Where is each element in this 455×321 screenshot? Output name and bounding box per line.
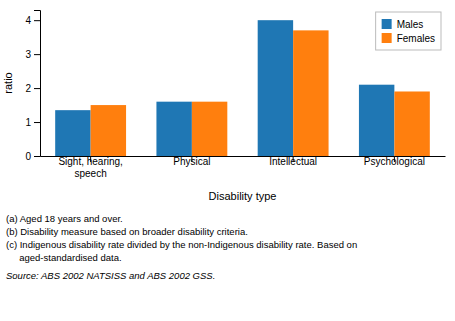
bar [359,85,394,156]
footnote: (b) Disability measure based on broader … [6,226,248,237]
x-tick: Sight, hearing,speech [58,156,123,179]
bars [55,20,430,156]
y-tick-mark [34,54,40,55]
bar [91,105,126,156]
y-tick: 1 [25,117,40,128]
y-tick-mark [34,88,40,89]
bar [55,110,90,156]
bar [293,30,328,156]
y-tick-label: 2 [25,83,31,94]
y-tick-label: 1 [25,117,31,128]
y-tick-mark [34,20,40,21]
legend-swatch [382,19,392,29]
y-tick: 0 [25,151,40,162]
x-tick: Physical [173,156,210,167]
footnote: (c) Indigenous disability rate divided b… [6,239,357,250]
y-tick: 2 [25,83,40,94]
bar [258,20,293,156]
x-tick-label: Intellectual [269,156,317,167]
legend-swatch [382,33,392,43]
x-tick-label: Psychological [364,156,425,167]
y-tick-label: 0 [25,151,31,162]
y-tick: 3 [25,49,40,60]
y-tick-mark [34,156,40,157]
bar [192,102,227,156]
y-tick-label: 3 [25,49,31,60]
legend-label: Females [397,33,435,44]
footnote: (a) Aged 18 years and over. [6,213,123,224]
footnote: aged-standardised data. [6,252,122,263]
x-tick-label: Physical [173,156,210,167]
x-tick: Psychological [364,156,425,167]
x-axis-title: Disability type [209,190,277,202]
y-axis-title: ratio [2,72,14,93]
bar [394,91,429,156]
legend-label: Males [397,19,424,30]
y-axis: 0 1 2 3 4 [25,11,40,162]
legend-frame [376,12,441,50]
legend: Males Females [376,12,441,50]
chart: 0 1 2 3 4 Sight, hearing,speech Physical Intell… [0,0,455,321]
y-tick-label: 4 [25,15,31,26]
x-axis: Sight, hearing,speech Physical Intellectua… [41,156,446,179]
y-tick-mark [34,122,40,123]
y-tick: 4 [25,15,40,26]
y-axis-line [34,11,41,157]
source: Source: ABS 2002 NATSISS and ABS 2002 GS… [6,270,215,281]
x-tick-label: Sight, hearing,speech [58,156,123,179]
x-tick: Intellectual [269,156,317,167]
bar [156,102,191,156]
